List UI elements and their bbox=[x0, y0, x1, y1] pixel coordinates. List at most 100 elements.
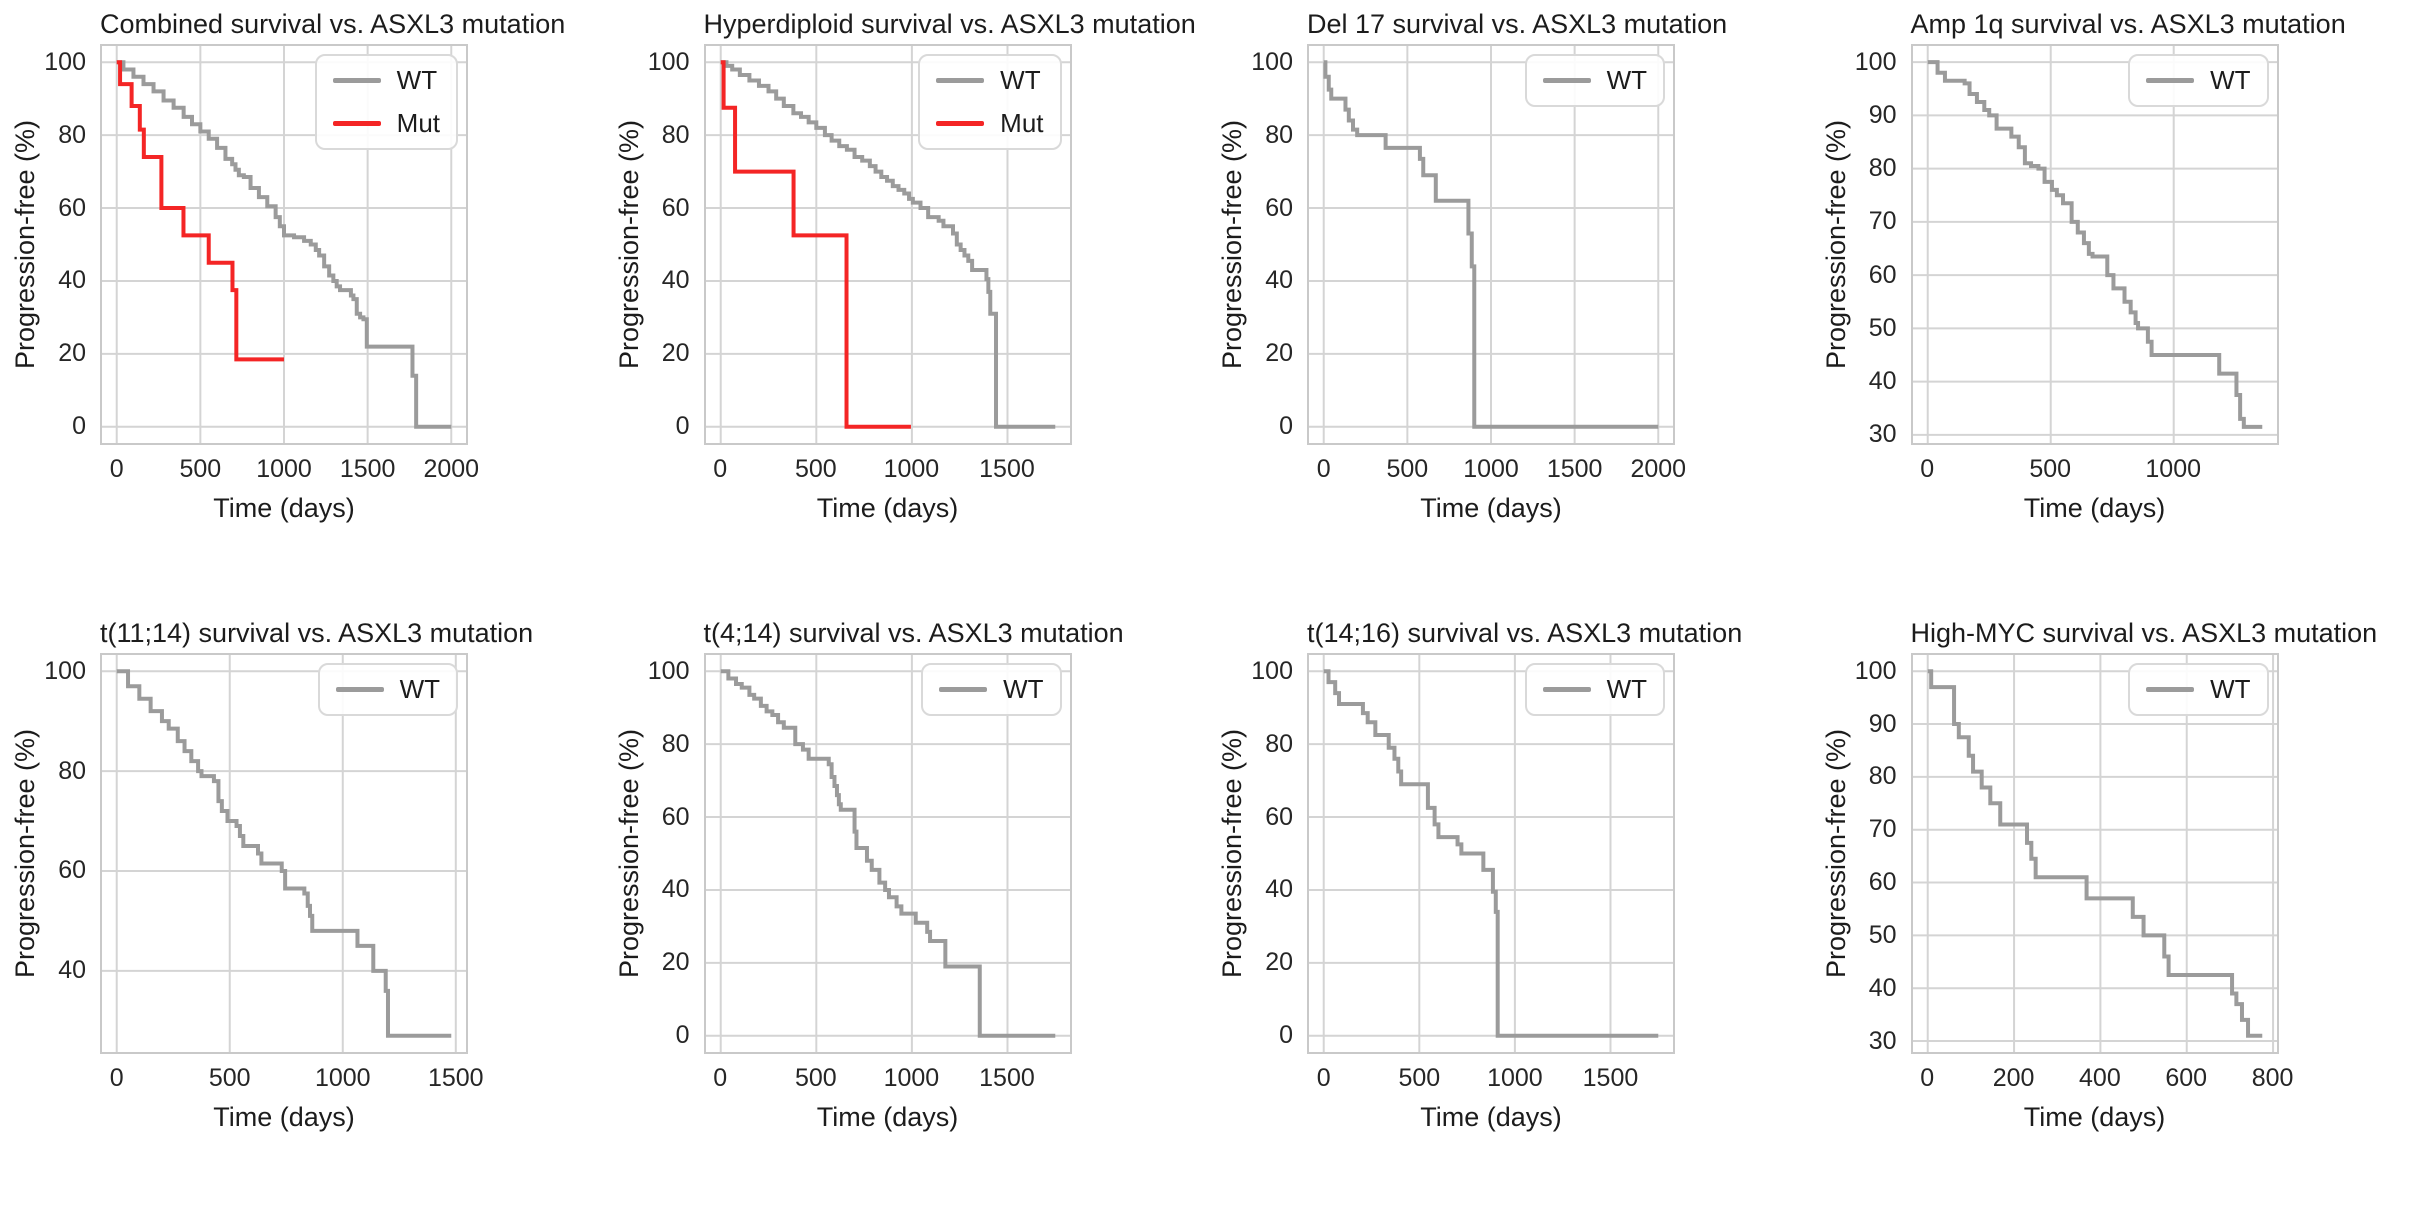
x-axis-label: Time (days) bbox=[2023, 1102, 2166, 1132]
y-axis-label-wrap: Progression-free (%) bbox=[1213, 44, 1253, 445]
y-tick-label: 100 bbox=[1854, 656, 1897, 685]
y-tick-label: 100 bbox=[44, 47, 86, 76]
legend-label: WT bbox=[1000, 65, 1041, 95]
y-tick-label: 100 bbox=[1251, 656, 1293, 685]
y-tick-label: 70 bbox=[1868, 207, 1897, 236]
legend-label: Mut bbox=[1000, 108, 1044, 138]
y-axis-label-wrap: Progression-free (%) bbox=[610, 653, 650, 1054]
y-tick-label: 40 bbox=[1868, 367, 1897, 396]
x-axis-label: Time (days) bbox=[213, 1102, 355, 1132]
x-tick-label: 500 bbox=[179, 455, 222, 483]
x-tick-label: 1000 bbox=[883, 1064, 940, 1092]
y-axis-label: Progression-free (%) bbox=[1217, 119, 1248, 370]
x-tick-label: 1000 bbox=[256, 455, 312, 483]
x-tick-label: 1500 bbox=[1546, 455, 1603, 483]
y-tick-label: 50 bbox=[1868, 920, 1897, 949]
legend-item-wt: WT bbox=[332, 65, 440, 96]
y-tick-label: 40 bbox=[1265, 875, 1293, 904]
chart-title: Combined survival vs. ASXL3 mutation bbox=[100, 9, 566, 39]
y-tick-label: 30 bbox=[1868, 1026, 1897, 1055]
x-tick-label: 2000 bbox=[423, 455, 480, 483]
x-tick-label: 400 bbox=[2079, 1064, 2121, 1092]
x-tick-label: 2000 bbox=[1630, 455, 1687, 483]
chart-title: High-MYC survival vs. ASXL3 mutation bbox=[1910, 618, 2378, 648]
x-tick-label: 0 bbox=[1316, 1064, 1331, 1092]
x-tick-label: 500 bbox=[794, 1064, 837, 1092]
y-tick-label: 100 bbox=[44, 656, 86, 685]
y-tick-label: 0 bbox=[675, 1021, 690, 1050]
y-axis-label-wrap: Progression-free (%) bbox=[6, 44, 46, 445]
plot-area: WT bbox=[1307, 653, 1675, 1054]
x-tick-label: 1500 bbox=[339, 455, 396, 483]
y-tick-label: 60 bbox=[661, 193, 690, 222]
y-tick-label: 40 bbox=[1868, 973, 1897, 1002]
legend-item-wt: WT bbox=[2146, 65, 2251, 96]
y-axis-label: Progression-free (%) bbox=[614, 728, 645, 979]
chart-title: Del 17 survival vs. ASXL3 mutation bbox=[1307, 9, 1728, 39]
y-tick-label: 80 bbox=[58, 756, 86, 785]
y-tick-label: 80 bbox=[661, 120, 690, 149]
y-tick-label: 0 bbox=[1279, 412, 1293, 441]
x-tick-label: 500 bbox=[1398, 1064, 1441, 1092]
x-tick-label: 500 bbox=[1386, 455, 1429, 483]
legend: WT bbox=[2128, 54, 2269, 107]
y-axis-label-wrap: Progression-free (%) bbox=[1213, 653, 1253, 1054]
x-tick-label: 500 bbox=[794, 455, 837, 483]
legend-line-wt bbox=[2146, 687, 2195, 692]
legend: WT bbox=[921, 663, 1062, 716]
x-tick-label: 0 bbox=[713, 455, 728, 483]
legend-item-wt: WT bbox=[936, 65, 1043, 96]
plot-area: WT bbox=[1910, 44, 2279, 445]
y-tick-label: 100 bbox=[1251, 47, 1293, 76]
y-tick-label: 60 bbox=[1265, 802, 1293, 831]
y-tick-label: 20 bbox=[661, 339, 690, 368]
legend: WT bbox=[1524, 54, 1665, 107]
y-tick-label: 90 bbox=[1868, 709, 1897, 738]
panel-del17: Del 17 survival vs. ASXL3 mutation Progr… bbox=[1207, 0, 1811, 609]
y-tick-label: 80 bbox=[58, 120, 86, 149]
x-axis-label: Time (days) bbox=[1420, 493, 1562, 523]
chart-title: Amp 1q survival vs. ASXL3 mutation bbox=[1910, 9, 2346, 39]
x-tick-label: 200 bbox=[1992, 1064, 2035, 1092]
x-axis-label: Time (days) bbox=[1420, 1102, 1562, 1132]
x-tick-label: 0 bbox=[109, 455, 124, 483]
y-tick-label: 80 bbox=[1868, 762, 1897, 791]
x-axis-label: Time (days) bbox=[213, 493, 355, 523]
y-tick-label: 30 bbox=[1868, 420, 1897, 449]
y-tick-label: 0 bbox=[675, 412, 690, 441]
y-tick-label: 50 bbox=[1868, 313, 1897, 342]
panel-hyperdiploid: Hyperdiploid survival vs. ASXL3 mutation… bbox=[604, 0, 1208, 609]
y-tick-label: 100 bbox=[1854, 47, 1897, 76]
x-tick-label: 0 bbox=[1920, 455, 1935, 483]
km-plot-svg bbox=[1307, 653, 1675, 1054]
chart-title: t(11;14) survival vs. ASXL3 mutation bbox=[100, 618, 534, 648]
y-tick-label: 40 bbox=[661, 875, 690, 904]
y-tick-label: 60 bbox=[58, 193, 86, 222]
x-tick-label: 1000 bbox=[2145, 455, 2202, 483]
y-tick-label: 80 bbox=[661, 729, 690, 758]
axes-border bbox=[703, 44, 1072, 445]
legend-item-wt: WT bbox=[1542, 65, 1647, 96]
panel-combined: Combined survival vs. ASXL3 mutation Pro… bbox=[0, 0, 604, 609]
y-tick-label: 40 bbox=[58, 266, 86, 295]
km-plot-svg bbox=[100, 44, 468, 445]
chart-title: Hyperdiploid survival vs. ASXL3 mutation bbox=[703, 9, 1196, 39]
wt-curve bbox=[720, 60, 1055, 429]
y-tick-label: 20 bbox=[661, 948, 690, 977]
panel-t4-14: t(4;14) survival vs. ASXL3 mutation Prog… bbox=[604, 609, 1208, 1218]
legend-item-wt: WT bbox=[939, 674, 1044, 705]
x-tick-label: 1000 bbox=[1463, 455, 1519, 483]
y-tick-label: 60 bbox=[1868, 868, 1897, 897]
legend-line-mut bbox=[936, 121, 985, 126]
x-tick-label: 0 bbox=[1920, 1064, 1935, 1092]
legend-line-wt bbox=[939, 687, 988, 692]
y-tick-label: 80 bbox=[1265, 729, 1293, 758]
panel-t11-14: t(11;14) survival vs. ASXL3 mutation Pro… bbox=[0, 609, 604, 1218]
legend-item-wt: WT bbox=[335, 674, 440, 705]
y-tick-label: 80 bbox=[1265, 120, 1293, 149]
legend-label: WT bbox=[2210, 65, 2251, 95]
x-tick-label: 1500 bbox=[979, 1064, 1035, 1092]
plot-area: WT bbox=[100, 653, 468, 1054]
x-axis-label: Time (days) bbox=[816, 1102, 959, 1132]
legend-label: Mut bbox=[396, 108, 440, 138]
